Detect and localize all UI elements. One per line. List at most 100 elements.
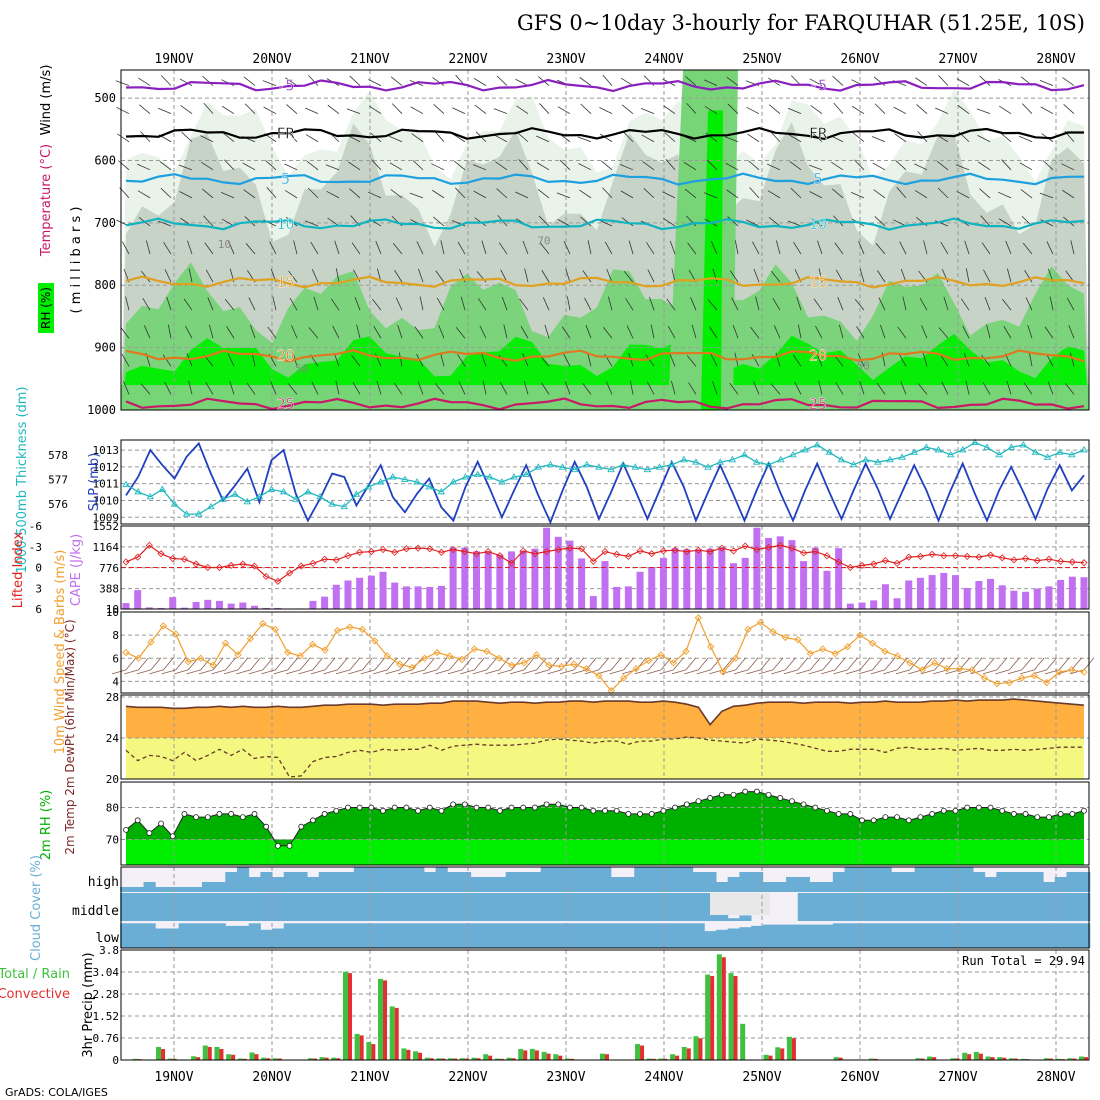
cloud-bar xyxy=(704,931,717,948)
wind-barb xyxy=(797,657,809,671)
wind-barb xyxy=(311,381,319,395)
wind-barb xyxy=(598,657,610,671)
precip-convective-bar xyxy=(511,1058,516,1060)
wind-barb xyxy=(683,162,697,171)
lifted-index-marker xyxy=(1045,555,1053,563)
wind-barb xyxy=(873,189,886,199)
cloud-bar xyxy=(143,882,156,892)
cloud-level-label: middle xyxy=(72,904,119,919)
cloud-bar xyxy=(844,867,857,892)
wind-speed-marker xyxy=(557,662,566,671)
slp-tick-label: 1012 xyxy=(93,461,120,474)
wind-barb xyxy=(376,380,382,395)
cape-bar xyxy=(1057,579,1065,609)
thickness-marker xyxy=(401,475,409,482)
wind-barb xyxy=(472,669,487,675)
wind-barb xyxy=(226,326,235,339)
wind-barb xyxy=(111,669,127,675)
wind-barb xyxy=(917,383,928,395)
rh2m-marker xyxy=(543,801,550,808)
wind-barb xyxy=(262,80,277,86)
top-date-label: 26NOV xyxy=(840,52,879,67)
wind-barb xyxy=(956,190,970,199)
wind-speed-marker xyxy=(545,661,553,669)
precip-total-bar xyxy=(705,974,711,1060)
cape-bar xyxy=(601,561,609,609)
wind-barb xyxy=(261,669,276,675)
wind-barb xyxy=(789,161,802,171)
cloud-bar xyxy=(283,923,296,948)
thickness-marker xyxy=(825,448,834,455)
temperature-line xyxy=(125,698,1085,727)
wind-barb xyxy=(956,78,970,86)
cloud-bar xyxy=(961,923,974,948)
wind-barb xyxy=(536,135,550,143)
wind-barb xyxy=(909,657,921,671)
thickness-marker xyxy=(194,510,203,517)
wind-barb xyxy=(663,218,676,227)
wind-barb xyxy=(895,669,910,675)
wind-barb xyxy=(690,297,697,311)
rh2m-marker xyxy=(718,791,725,798)
wind-barb xyxy=(673,657,684,671)
cloud-bar xyxy=(225,925,238,948)
wind-barb xyxy=(228,240,235,255)
isotherm-line xyxy=(125,275,1085,289)
wind-barb xyxy=(775,240,781,255)
rh2m-marker xyxy=(461,801,468,808)
isotherm-line xyxy=(125,217,1085,231)
wind-barb xyxy=(600,133,613,143)
wind-barb xyxy=(734,240,739,255)
wind-barb xyxy=(221,105,235,115)
wind-barb xyxy=(410,106,424,115)
wind-barb xyxy=(625,298,634,311)
wind-speed-marker xyxy=(570,660,578,668)
wind-speed-marker xyxy=(1018,674,1026,682)
cape-bar xyxy=(554,536,562,609)
cape-bar xyxy=(239,602,247,609)
lifted-index-marker xyxy=(332,556,340,564)
cloud-bar xyxy=(622,877,635,892)
cloud-bar xyxy=(260,929,273,948)
cape-bar xyxy=(998,585,1006,609)
wind-speed-marker xyxy=(246,634,255,643)
wind-barb xyxy=(227,353,235,367)
precip-convective-bar xyxy=(686,1048,691,1060)
cloud-bar xyxy=(225,893,238,921)
cloud-bar xyxy=(797,877,810,892)
cloud-bar xyxy=(435,923,448,948)
cloud-bar xyxy=(190,893,203,921)
wind-barb xyxy=(605,381,613,395)
lifted-index-marker xyxy=(916,552,925,560)
wind-barb xyxy=(201,161,214,171)
wind-barb xyxy=(161,669,176,675)
lifted-tick-label: 3 xyxy=(35,582,42,595)
wind-barb xyxy=(142,297,151,311)
cloud-bar xyxy=(844,923,857,948)
rh2m-marker xyxy=(648,811,655,817)
cloud-bar xyxy=(680,893,694,921)
wind-barb xyxy=(496,75,508,86)
lifted-index-marker xyxy=(122,558,130,566)
wind-barb xyxy=(1020,189,1033,199)
lifted-index-marker xyxy=(507,559,516,567)
wind-barb xyxy=(899,241,907,255)
wind-barb xyxy=(646,669,662,675)
thickness-marker xyxy=(425,483,433,490)
precip-total-bar xyxy=(459,1058,465,1060)
wind-barb xyxy=(809,657,821,671)
wind-barb xyxy=(557,219,571,227)
rh-legend-label: RH (%) xyxy=(39,287,53,329)
wind-barb xyxy=(960,298,970,311)
thickness-marker xyxy=(595,463,603,470)
wind-speed-marker xyxy=(396,660,404,668)
rh2m-base-fill xyxy=(126,839,1084,865)
wind-barb xyxy=(262,657,274,671)
wind-barb xyxy=(522,240,529,255)
cape-bar xyxy=(157,607,165,609)
wind-barb xyxy=(432,189,445,199)
wind-barb xyxy=(773,325,781,339)
rh-contour-label: 50 xyxy=(295,363,308,376)
thickness-marker xyxy=(934,446,943,453)
